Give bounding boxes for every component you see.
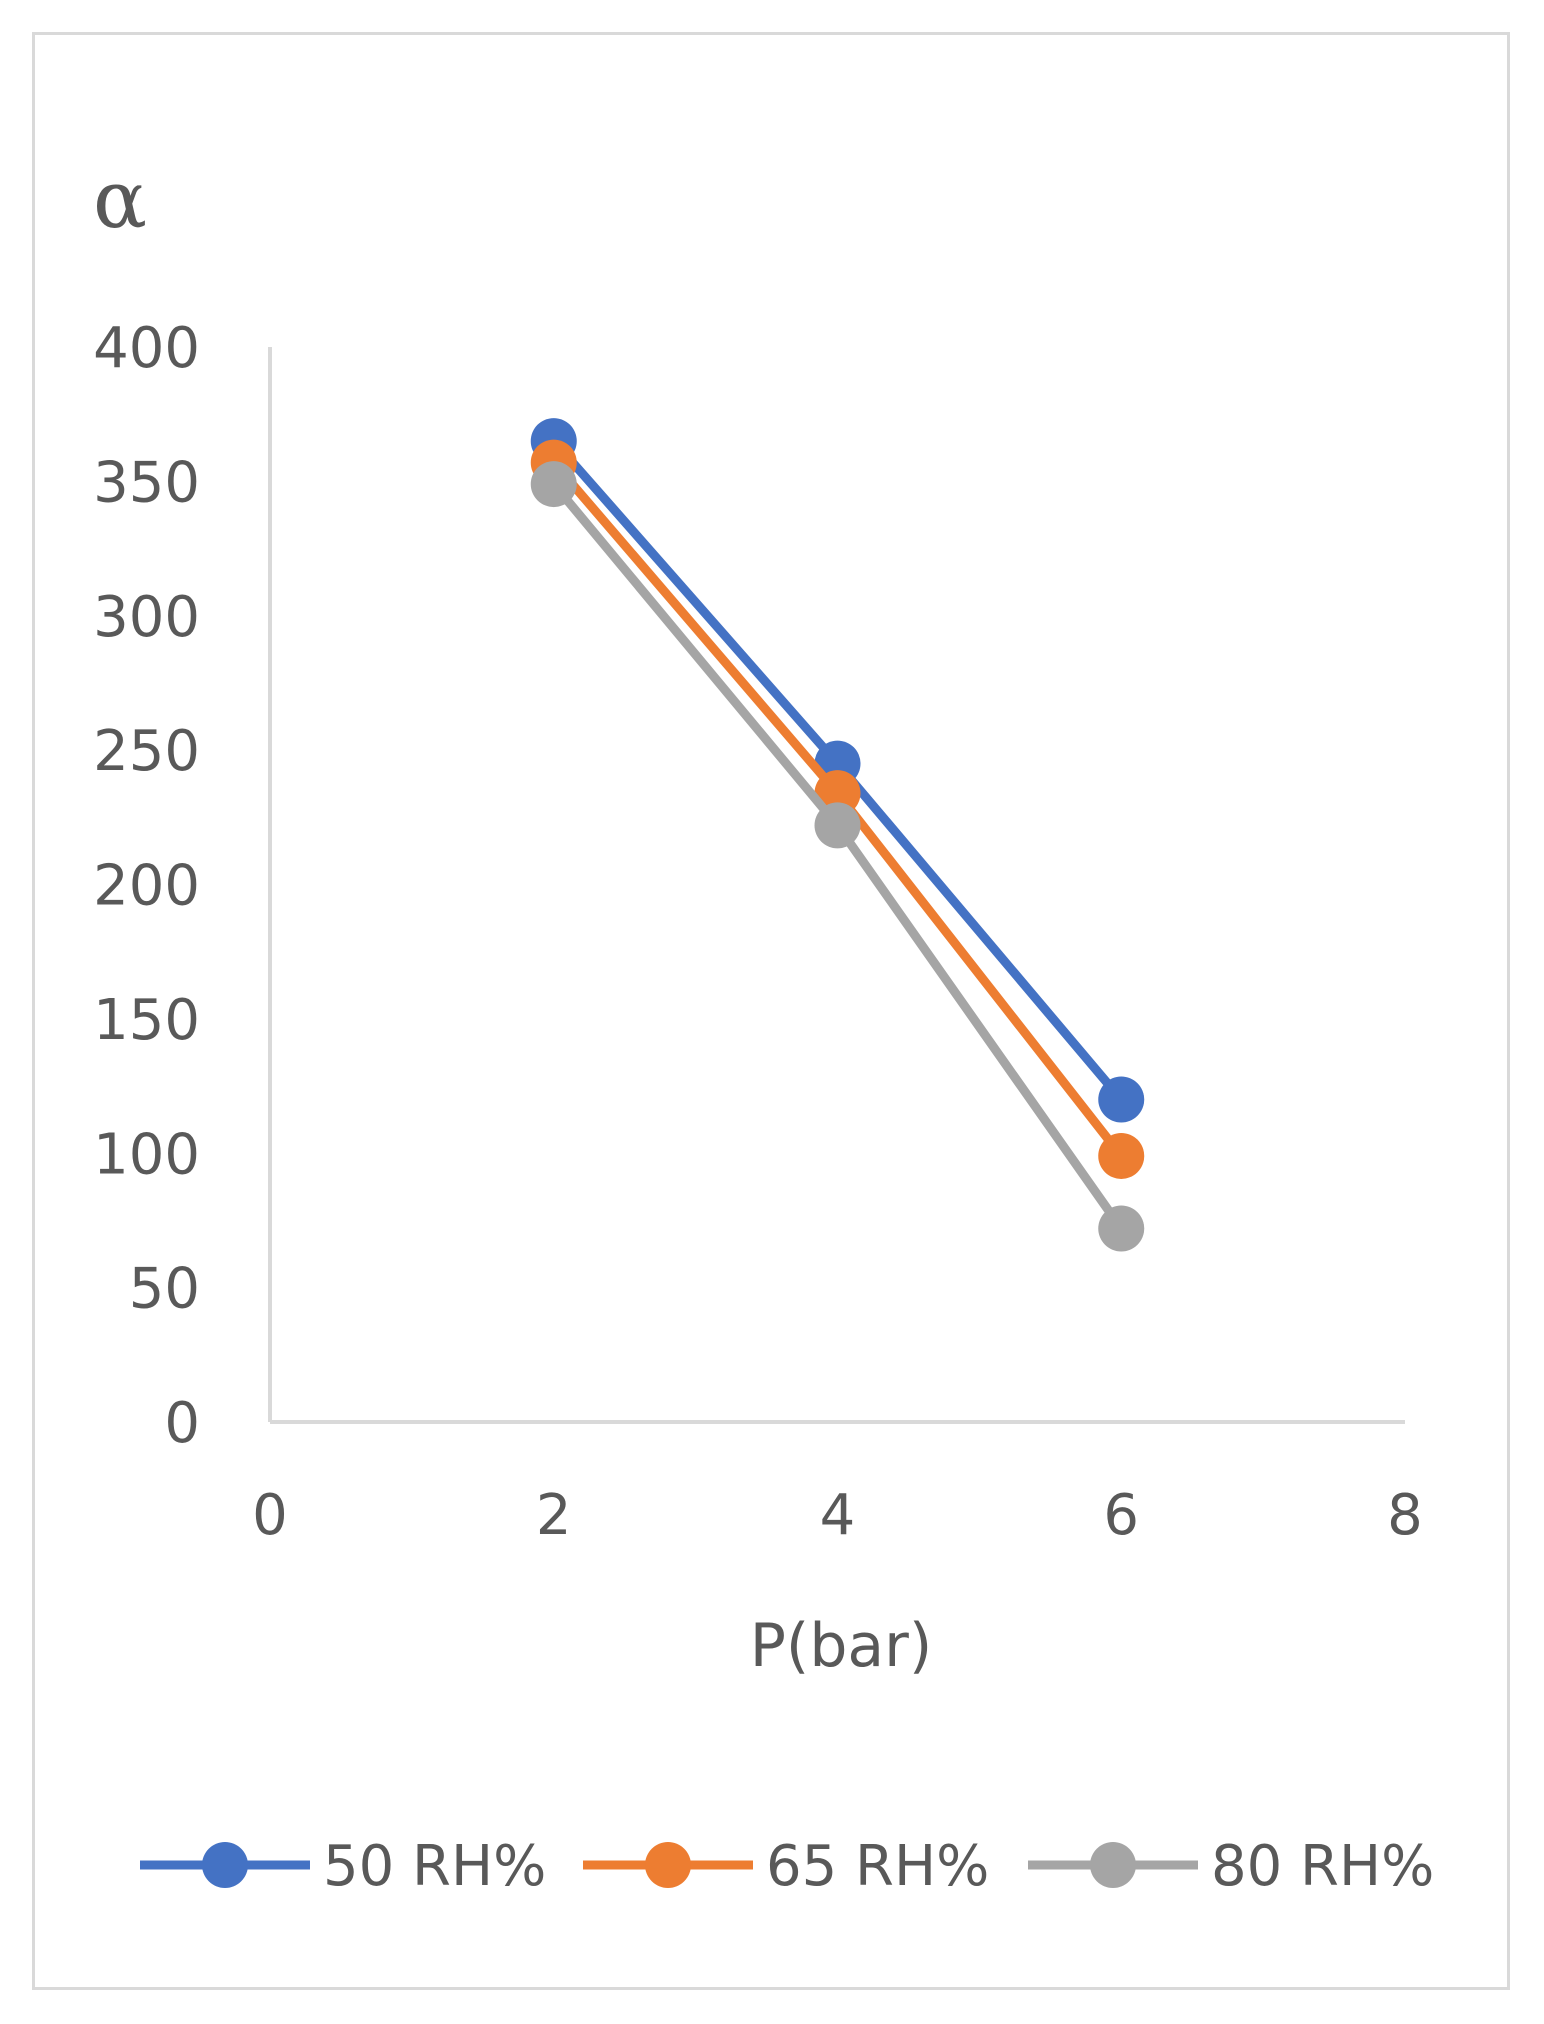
legend: 50 RH% 65 RH% 80 RH% bbox=[140, 1834, 1434, 1899]
y-tick-label: 250 bbox=[93, 719, 200, 784]
legend-label: 50 RH% bbox=[323, 1834, 546, 1899]
legend-dot-marker bbox=[645, 1842, 691, 1888]
x-tick-label: 6 bbox=[1103, 1483, 1139, 1548]
y-tick-label: 350 bbox=[93, 450, 200, 515]
series-group bbox=[530, 418, 1145, 1252]
y-tick-label: 0 bbox=[164, 1391, 200, 1456]
x-axis-ticks: 0 2 4 6 8 bbox=[252, 1483, 1423, 1548]
y-tick-label: 150 bbox=[93, 988, 200, 1053]
series-line bbox=[549, 479, 1126, 1233]
legend-dot-marker bbox=[202, 1842, 248, 1888]
legend-item: 80 RH% bbox=[1028, 1834, 1434, 1899]
data-point bbox=[814, 802, 861, 849]
legend-label: 65 RH% bbox=[766, 1834, 989, 1899]
x-axis-title: P(bar) bbox=[750, 1611, 933, 1681]
series-2 bbox=[530, 461, 1145, 1252]
data-point bbox=[530, 461, 577, 508]
x-tick-label: 0 bbox=[252, 1483, 288, 1548]
data-point bbox=[1098, 1076, 1145, 1123]
x-tick-label: 8 bbox=[1387, 1483, 1423, 1548]
x-tick-label: 4 bbox=[820, 1483, 856, 1548]
y-tick-label: 50 bbox=[129, 1257, 200, 1322]
legend-dot-marker bbox=[1090, 1842, 1136, 1888]
y-tick-label: 200 bbox=[93, 854, 200, 919]
data-point bbox=[1098, 1132, 1145, 1179]
legend-item: 65 RH% bbox=[583, 1834, 989, 1899]
y-tick-label: 100 bbox=[93, 1122, 200, 1187]
x-tick-label: 2 bbox=[536, 1483, 572, 1548]
y-axis-ticks: 0 50 100 150 200 250 300 350 400 bbox=[93, 316, 200, 1456]
y-tick-label: 400 bbox=[93, 316, 200, 381]
y-tick-label: 300 bbox=[93, 585, 200, 650]
legend-label: 80 RH% bbox=[1211, 1834, 1434, 1899]
legend-item: 50 RH% bbox=[140, 1834, 546, 1899]
data-point bbox=[1098, 1205, 1145, 1252]
y-axis-title: α bbox=[93, 153, 147, 246]
